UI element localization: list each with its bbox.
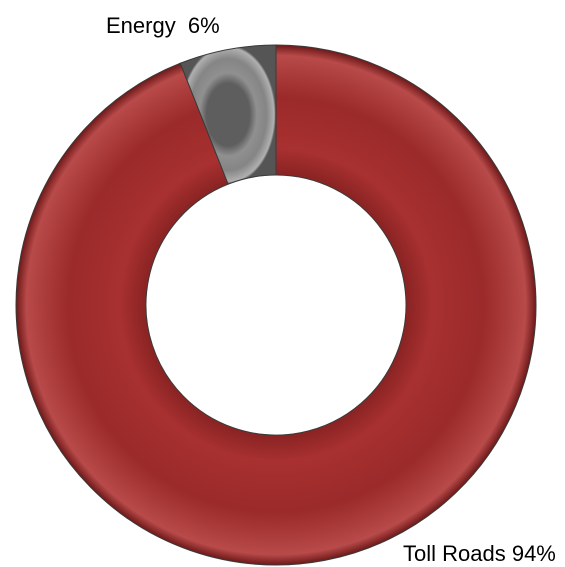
labels-layer: Toll Roads 94% Energy 6% <box>106 13 556 566</box>
data-label-toll-roads: Toll Roads 94% <box>403 541 556 566</box>
data-label-energy: Energy 6% <box>106 13 220 38</box>
slice-toll-roads <box>15 44 537 566</box>
slices-layer <box>15 44 537 566</box>
slice-energy <box>179 44 277 185</box>
